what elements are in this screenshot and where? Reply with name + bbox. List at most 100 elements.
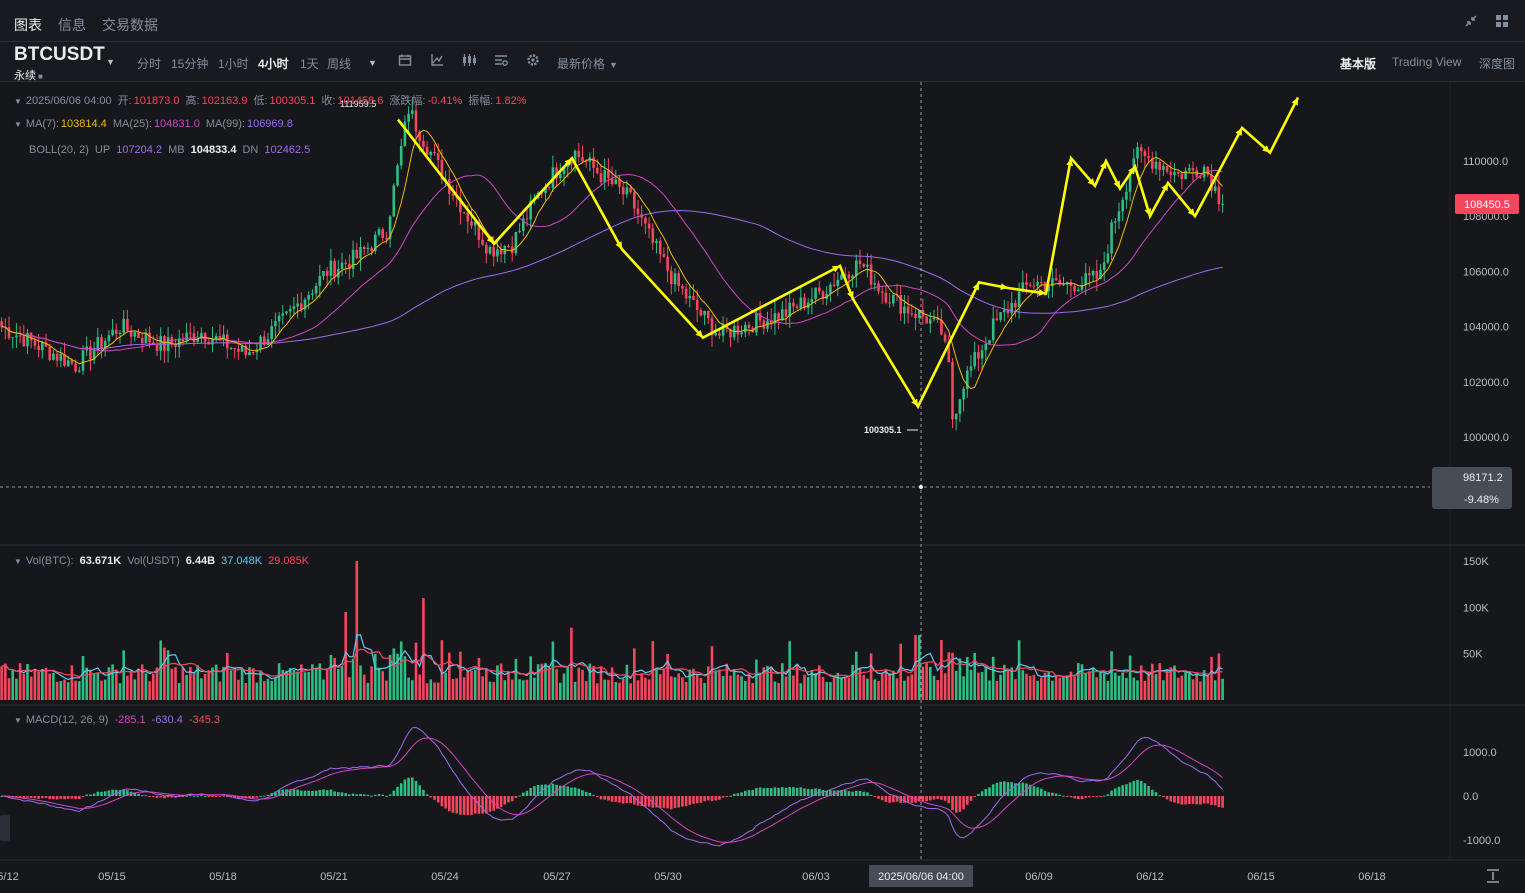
- candle-body: [917, 310, 921, 318]
- more-timeframes-icon[interactable]: ▼: [368, 58, 377, 68]
- macd-dea-line: [1, 737, 1223, 843]
- macd-histogram-bar: [640, 796, 643, 807]
- volume-bar: [288, 668, 292, 700]
- volume-bar: [884, 669, 888, 700]
- candle-body: [973, 352, 976, 367]
- indicator-icon[interactable]: [430, 53, 444, 70]
- timeframe-1w[interactable]: 周线: [327, 57, 352, 71]
- view-tradingview[interactable]: Trading View: [1392, 55, 1462, 69]
- volume-bar: [677, 673, 680, 700]
- tab-chart[interactable]: 图表: [14, 17, 42, 45]
- candle-body: [1176, 172, 1180, 174]
- candle-body: [144, 332, 148, 343]
- volume-bar: [44, 667, 48, 700]
- layout-grid-icon[interactable]: [1494, 14, 1510, 30]
- macd-histogram-bar: [448, 796, 451, 812]
- candle-body: [303, 299, 307, 310]
- gear-icon[interactable]: [526, 53, 540, 70]
- candle-body: [237, 348, 240, 352]
- left-scroll-handle[interactable]: [0, 815, 10, 841]
- candle-body: [407, 113, 410, 122]
- macd-histogram-bar: [906, 796, 910, 803]
- macd-histogram-bar: [603, 796, 606, 800]
- volume-bar: [492, 682, 495, 700]
- volume-bar: [214, 664, 218, 700]
- symbol-dropdown-icon[interactable]: ▼: [106, 57, 115, 67]
- volume-bar: [1032, 674, 1036, 700]
- macd-histogram-bar: [736, 793, 740, 796]
- macd-histogram-bar: [847, 791, 851, 796]
- ma-legend-collapse-icon[interactable]: ▼: [14, 120, 22, 129]
- price-type-select[interactable]: 最新价格 ▼: [557, 57, 618, 71]
- macd-histogram-bar: [1080, 796, 1084, 800]
- candle-body: [888, 302, 891, 304]
- volume-bar: [470, 670, 473, 700]
- candle-body: [152, 342, 155, 344]
- macd-legend-collapse-icon[interactable]: ▼: [14, 716, 22, 725]
- macd-histogram-bar: [1091, 796, 1095, 797]
- volume-legend-collapse-icon[interactable]: ▼: [14, 557, 22, 566]
- candle-body: [403, 121, 407, 146]
- candle-body: [11, 337, 14, 339]
- volume-bar: [26, 663, 29, 700]
- candle-body: [1117, 211, 1121, 222]
- macd-axis-label: 0.0: [1463, 791, 1478, 803]
- candle-body: [943, 334, 947, 342]
- volume-bar: [503, 680, 507, 700]
- candle-body: [625, 187, 629, 195]
- candle-body: [862, 263, 865, 267]
- candle-body: [1054, 278, 1058, 281]
- price-axis-label: 110000.0: [1463, 156, 1508, 168]
- volume-bar: [103, 679, 107, 700]
- candle-body: [7, 327, 11, 338]
- volume-bar: [1180, 675, 1184, 700]
- timeframe-time[interactable]: 分时: [137, 57, 162, 71]
- macd-histogram-bar: [562, 786, 566, 796]
- volume-bar: [773, 681, 777, 700]
- volume-bar: [636, 680, 640, 700]
- volume-legend: ▼ Vol(BTC): 63.671K Vol(USDT) 6.44B 37.048K 29…: [14, 555, 310, 567]
- volume-bar: [577, 667, 581, 700]
- symbol-name[interactable]: BTCUSDT: [14, 44, 105, 65]
- legend-collapse-icon[interactable]: ▼: [14, 97, 22, 106]
- timeframe-1d[interactable]: 1天: [300, 57, 319, 71]
- axis-reset-icon[interactable]: [1487, 869, 1499, 883]
- candle-body: [954, 413, 958, 420]
- view-basic[interactable]: 基本版: [1340, 57, 1377, 71]
- macd-histogram-bar: [1147, 786, 1150, 796]
- volume-bar: [129, 671, 133, 700]
- macd-histogram-bar: [684, 796, 688, 807]
- candles-type-icon[interactable]: [461, 53, 477, 70]
- volume-bar: [795, 664, 799, 700]
- volume-bar: [1143, 680, 1147, 700]
- price-axis-label: 104000.0: [1463, 322, 1509, 334]
- timeframe-4h[interactable]: 4小时: [258, 57, 289, 71]
- volume-bar: [855, 651, 858, 700]
- volume-bar: [732, 669, 736, 700]
- candle-body: [821, 291, 825, 299]
- macd-histogram-bar: [318, 789, 322, 796]
- candle-body: [1154, 161, 1158, 169]
- volume-bar: [784, 676, 788, 700]
- timeframe-15m[interactable]: 15分钟: [171, 57, 209, 71]
- macd-histogram-bar: [629, 796, 632, 804]
- chart-settings-list-icon[interactable]: [494, 53, 508, 70]
- collapse-icon[interactable]: [1463, 14, 1479, 30]
- volume-bar: [78, 681, 81, 700]
- volume-bar: [1051, 680, 1054, 700]
- timeframe-1h[interactable]: 1小时: [218, 57, 249, 71]
- candle-body: [440, 159, 444, 180]
- candle-body: [721, 324, 725, 336]
- view-depth[interactable]: 深度图: [1479, 57, 1516, 71]
- tab-info[interactable]: 信息: [58, 17, 86, 33]
- volume-bar: [488, 681, 492, 700]
- calendar-icon[interactable]: [398, 53, 412, 70]
- volume-bar: [466, 670, 470, 700]
- macd-histogram-bar: [755, 787, 758, 796]
- candle-body: [514, 231, 518, 254]
- tab-trading-data[interactable]: 交易数据: [102, 17, 158, 33]
- macd-histogram-bar: [673, 796, 677, 808]
- chart-canvas[interactable]: 110000.0 108000.0 106000.0 104000.0 102000.0…: [0, 82, 1525, 893]
- macd-histogram-bar: [725, 796, 729, 797]
- macd-histogram-bar: [788, 786, 791, 796]
